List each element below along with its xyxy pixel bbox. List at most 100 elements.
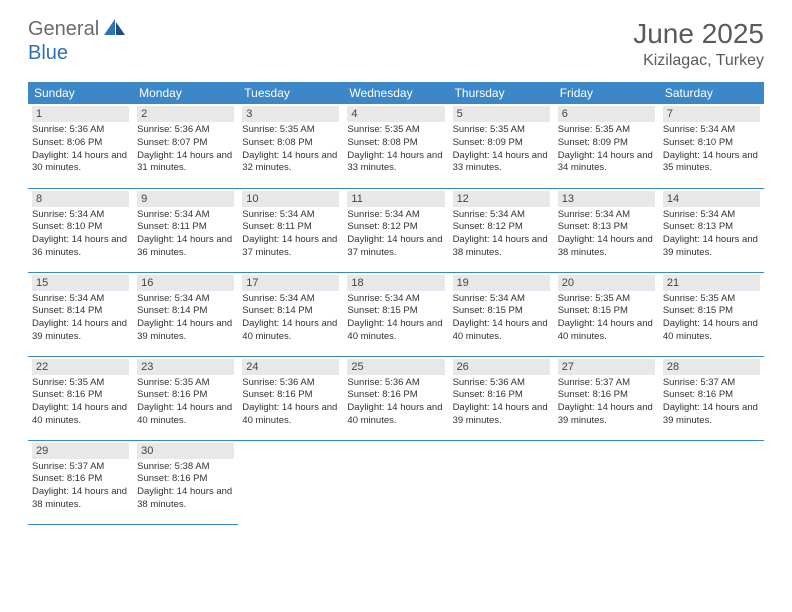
sunset-line: Sunset: 8:16 PM: [347, 389, 444, 402]
sunrise-line: Sunrise: 5:35 AM: [347, 124, 444, 137]
daylight-line: Daylight: 14 hours and 40 minutes.: [347, 402, 444, 428]
calendar-day-cell: 24Sunrise: 5:36 AMSunset: 8:16 PMDayligh…: [238, 356, 343, 440]
calendar-day-cell: 28Sunrise: 5:37 AMSunset: 8:16 PMDayligh…: [659, 356, 764, 440]
calendar-day-cell: 21 Sunrise: 5:35 AMSunset: 8:15 PMDayligh…: [659, 272, 764, 356]
day-number: 19: [453, 275, 550, 291]
calendar-day-cell: 23Sunrise: 5:35 AMSunset: 8:16 PMDayligh…: [133, 356, 238, 440]
sunset-line: Sunset: 8:16 PM: [32, 389, 129, 402]
sunset-line: Sunset: 8:10 PM: [32, 221, 129, 234]
day-info: Sunrise: 5:34 AMSunset: 8:13 PMDaylight:…: [558, 209, 655, 260]
day-number: 15: [32, 275, 129, 291]
calendar-day-cell: 18Sunrise: 5:34 AMSunset: 8:15 PMDayligh…: [343, 272, 448, 356]
calendar-day-cell: 9Sunrise: 5:34 AMSunset: 8:11 PMDaylight…: [133, 188, 238, 272]
sunrise-line: Sunrise: 5:34 AM: [242, 293, 339, 306]
day-number: 27: [558, 359, 655, 375]
weekday-header: Saturday: [659, 82, 764, 104]
sunset-line: Sunset: 8:14 PM: [32, 305, 129, 318]
sunrise-line: Sunrise: 5:37 AM: [32, 461, 129, 474]
sunset-line: Sunset: 8:16 PM: [137, 473, 234, 486]
day-info: Sunrise: 5:35 AMSunset: 8:08 PMDaylight:…: [242, 124, 339, 175]
brand-logo: General: [28, 18, 128, 41]
sunrise-line: Sunrise: 5:34 AM: [32, 209, 129, 222]
daylight-line: Daylight: 14 hours and 38 minutes.: [453, 234, 550, 260]
calendar-day-cell: 29 Sunrise: 5:37 AMSunset: 8:16 PMDayligh…: [28, 440, 133, 524]
sunrise-line: Sunrise: 5:37 AM: [663, 377, 760, 390]
sunrise-line: Sunrise: 5:35 AM: [558, 293, 655, 306]
day-number: 29: [32, 443, 129, 459]
title-block: June 2025 Kizilagac, Turkey: [633, 18, 764, 70]
day-number: 22: [32, 359, 129, 375]
daylight-line: Daylight: 14 hours and 40 minutes.: [347, 318, 444, 344]
day-info: Sunrise: 5:34 AMSunset: 8:14 PMDaylight:…: [137, 293, 234, 344]
calendar-day-cell: 25Sunrise: 5:36 AMSunset: 8:16 PMDayligh…: [343, 356, 448, 440]
day-info: Sunrise: 5:35 AMSunset: 8:09 PMDaylight:…: [558, 124, 655, 175]
day-info: Sunrise: 5:37 AMSunset: 8:16 PMDaylight:…: [32, 461, 129, 512]
day-number: 16: [137, 275, 234, 291]
sunrise-line: Sunrise: 5:37 AM: [558, 377, 655, 390]
weekday-row: SundayMondayTuesdayWednesdayThursdayFrid…: [28, 82, 764, 104]
day-number: 6: [558, 106, 655, 122]
brand-part2: Blue: [28, 42, 68, 64]
calendar-empty-cell: [659, 440, 764, 524]
day-number: 28: [663, 359, 760, 375]
brand-part2-wrap: Blue: [28, 42, 68, 65]
weekday-header: Friday: [554, 82, 659, 104]
sunset-line: Sunset: 8:09 PM: [558, 137, 655, 150]
day-info: Sunrise: 5:36 AMSunset: 8:07 PMDaylight:…: [137, 124, 234, 175]
daylight-line: Daylight: 14 hours and 38 minutes.: [558, 234, 655, 260]
daylight-line: Daylight: 14 hours and 36 minutes.: [32, 234, 129, 260]
location-label: Kizilagac, Turkey: [633, 52, 764, 70]
brand-sail-icon: [104, 18, 126, 41]
day-info: Sunrise: 5:34 AMSunset: 8:15 PMDaylight:…: [453, 293, 550, 344]
daylight-line: Daylight: 14 hours and 39 minutes.: [32, 318, 129, 344]
daylight-line: Daylight: 14 hours and 40 minutes.: [453, 318, 550, 344]
calendar-day-cell: 22 Sunrise: 5:35 AMSunset: 8:16 PMDayligh…: [28, 356, 133, 440]
sunrise-line: Sunrise: 5:34 AM: [453, 293, 550, 306]
day-info: Sunrise: 5:35 AMSunset: 8:15 PMDaylight:…: [663, 293, 760, 344]
daylight-line: Daylight: 14 hours and 38 minutes.: [137, 486, 234, 512]
sunset-line: Sunset: 8:16 PM: [558, 389, 655, 402]
weekday-header: Tuesday: [238, 82, 343, 104]
calendar-day-cell: 14Sunrise: 5:34 AMSunset: 8:13 PMDayligh…: [659, 188, 764, 272]
day-number: 4: [347, 106, 444, 122]
daylight-line: Daylight: 14 hours and 39 minutes.: [558, 402, 655, 428]
weekday-header: Sunday: [28, 82, 133, 104]
daylight-line: Daylight: 14 hours and 40 minutes.: [558, 318, 655, 344]
day-number: 21: [663, 275, 760, 291]
sunset-line: Sunset: 8:15 PM: [558, 305, 655, 318]
sunset-line: Sunset: 8:11 PM: [137, 221, 234, 234]
day-info: Sunrise: 5:35 AMSunset: 8:15 PMDaylight:…: [558, 293, 655, 344]
sunrise-line: Sunrise: 5:34 AM: [347, 209, 444, 222]
sunrise-line: Sunrise: 5:34 AM: [453, 209, 550, 222]
calendar-empty-cell: [238, 440, 343, 524]
calendar-empty-cell: [449, 440, 554, 524]
sunrise-line: Sunrise: 5:36 AM: [242, 377, 339, 390]
brand-part1: General: [28, 18, 99, 41]
daylight-line: Daylight: 14 hours and 40 minutes.: [32, 402, 129, 428]
weekday-header: Thursday: [449, 82, 554, 104]
daylight-line: Daylight: 14 hours and 37 minutes.: [347, 234, 444, 260]
sunset-line: Sunset: 8:13 PM: [558, 221, 655, 234]
calendar-week-row: 8Sunrise: 5:34 AMSunset: 8:10 PMDaylight…: [28, 188, 764, 272]
daylight-line: Daylight: 14 hours and 30 minutes.: [32, 150, 129, 176]
day-info: Sunrise: 5:35 AMSunset: 8:09 PMDaylight:…: [453, 124, 550, 175]
day-info: Sunrise: 5:35 AMSunset: 8:16 PMDaylight:…: [137, 377, 234, 428]
calendar-day-cell: 15 Sunrise: 5:34 AMSunset: 8:14 PMDayligh…: [28, 272, 133, 356]
day-number: 17: [242, 275, 339, 291]
sunrise-line: Sunrise: 5:35 AM: [663, 293, 760, 306]
day-number: 13: [558, 191, 655, 207]
sunrise-line: Sunrise: 5:34 AM: [32, 293, 129, 306]
sunrise-line: Sunrise: 5:35 AM: [32, 377, 129, 390]
sunrise-line: Sunrise: 5:36 AM: [347, 377, 444, 390]
day-info: Sunrise: 5:34 AMSunset: 8:11 PMDaylight:…: [137, 209, 234, 260]
sunrise-line: Sunrise: 5:36 AM: [137, 124, 234, 137]
calendar-day-cell: 27 Sunrise: 5:37 AMSunset: 8:16 PMDayligh…: [554, 356, 659, 440]
sunrise-line: Sunrise: 5:34 AM: [663, 209, 760, 222]
sunrise-line: Sunrise: 5:35 AM: [453, 124, 550, 137]
day-number: 3: [242, 106, 339, 122]
calendar-week-row: 22Sunrise: 5:35 AMSunset: 8:16 PMDayligh…: [28, 356, 764, 440]
day-info: Sunrise: 5:34 AMSunset: 8:15 PMDaylight:…: [347, 293, 444, 344]
sunrise-line: Sunrise: 5:35 AM: [558, 124, 655, 137]
daylight-line: Daylight: 14 hours and 39 minutes.: [453, 402, 550, 428]
calendar-empty-cell: [554, 440, 659, 524]
